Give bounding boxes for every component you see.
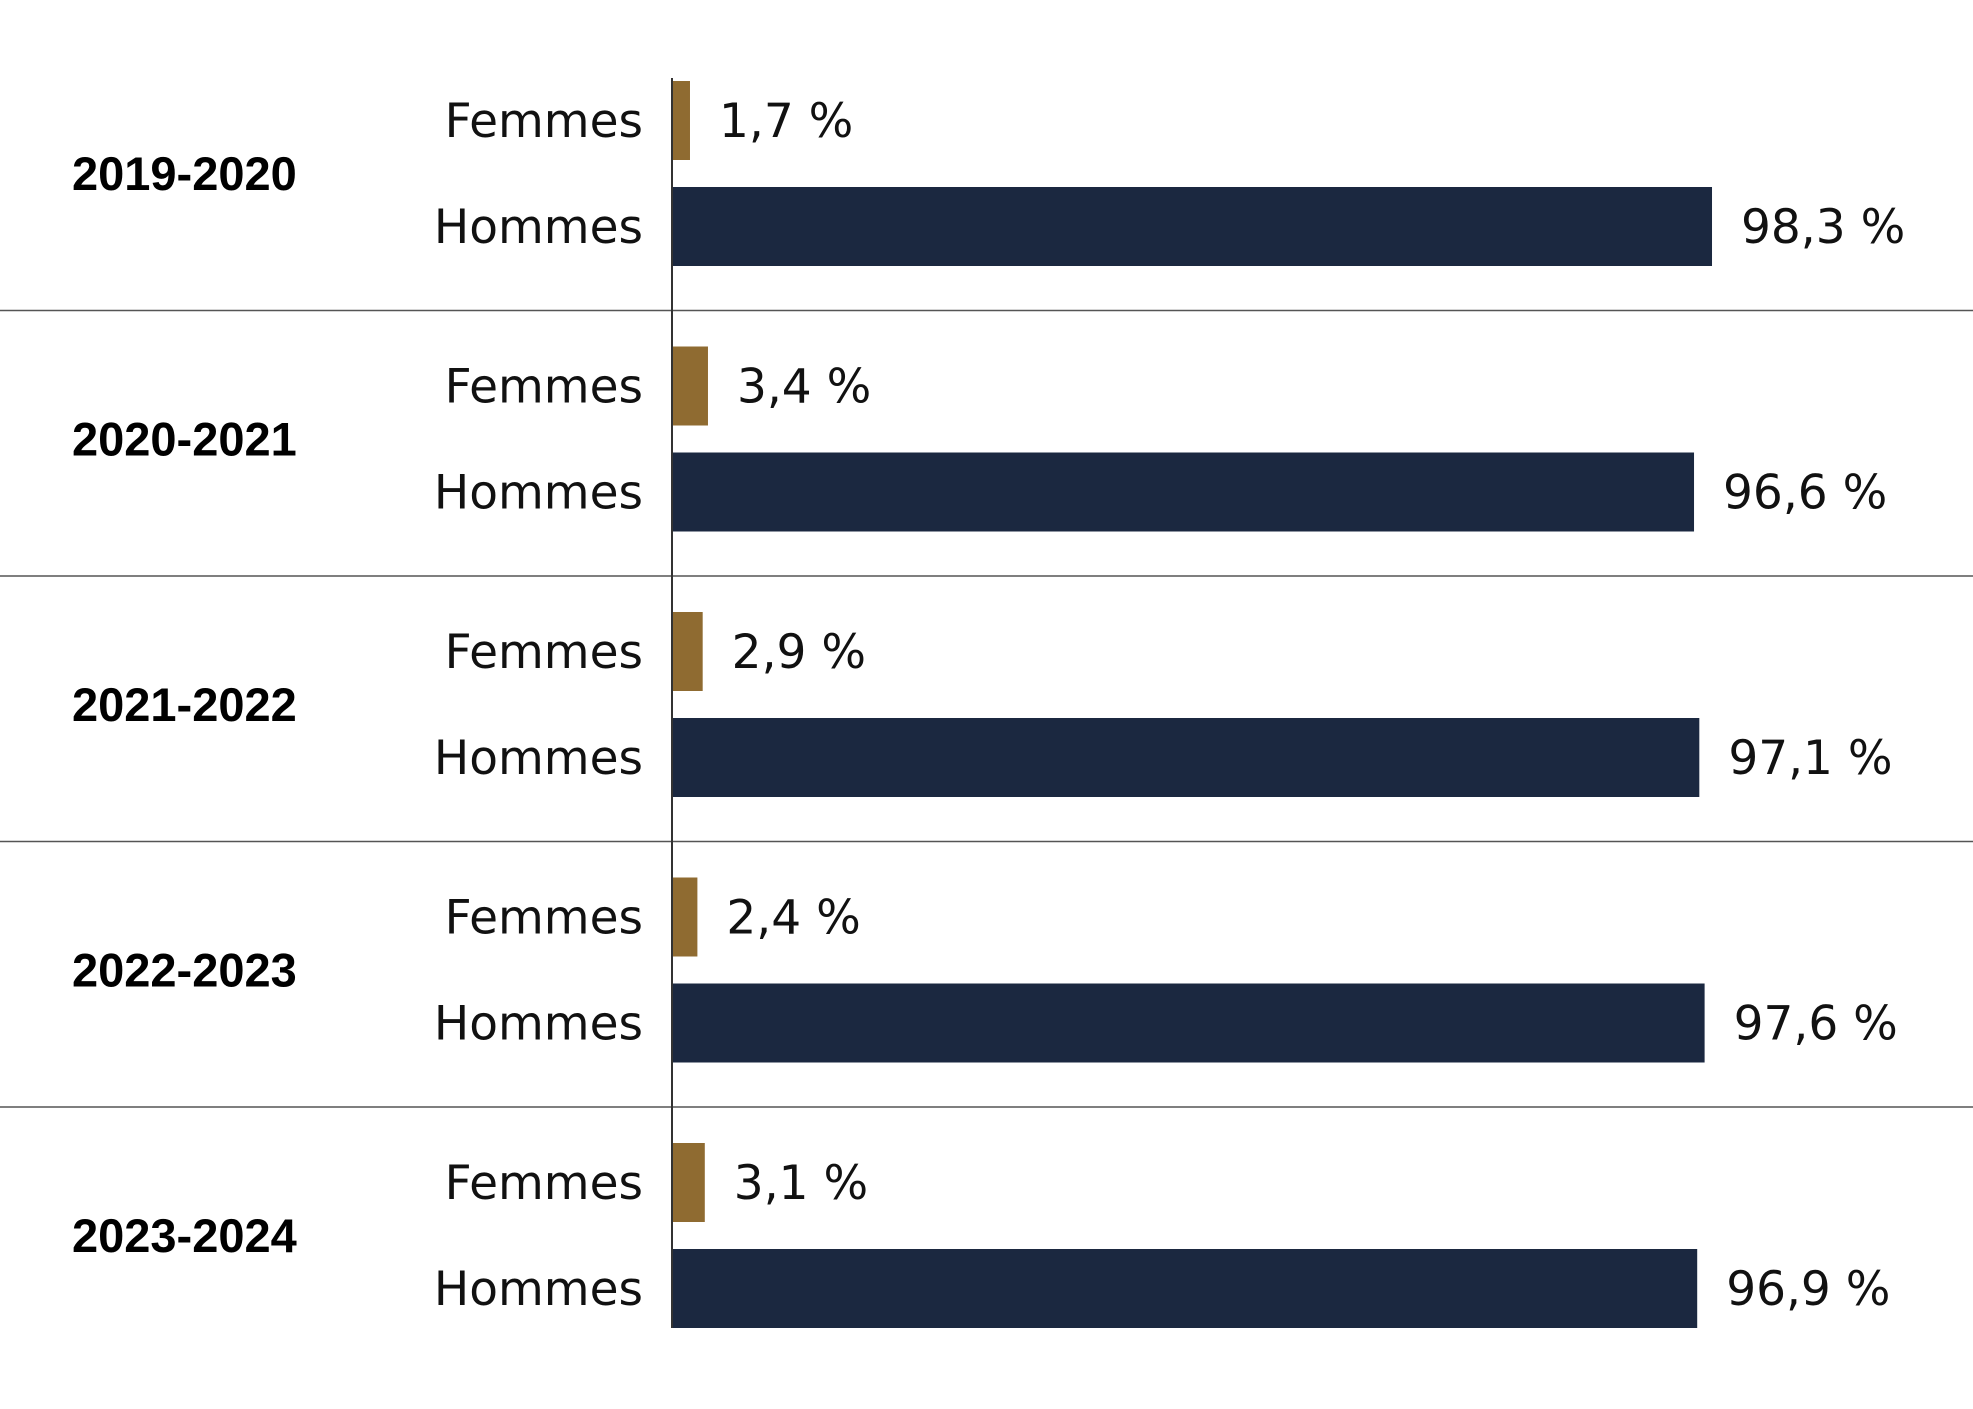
bar-hommes (672, 983, 1705, 1063)
bar-femmes (672, 1143, 705, 1222)
series-label: Femmes (445, 891, 643, 946)
data-label: 1,7 % (719, 94, 853, 149)
category-label: 2020-2021 (72, 413, 297, 466)
series-label: Hommes (434, 1262, 643, 1317)
bar-hommes (672, 1249, 1698, 1328)
series-label: Hommes (434, 466, 643, 521)
series-label: Femmes (445, 625, 643, 680)
series-label: Femmes (445, 360, 643, 415)
data-label: 97,1 % (1728, 731, 1892, 786)
bar-femmes (672, 81, 690, 160)
bar-femmes (672, 612, 703, 691)
data-label: 2,4 % (726, 891, 860, 946)
series-label: Femmes (445, 1156, 643, 1211)
data-label: 98,3 % (1741, 200, 1905, 255)
series-label: Hommes (434, 200, 643, 255)
category-label: 2022-2023 (72, 944, 297, 997)
data-label: 96,6 % (1723, 466, 1887, 521)
data-label: 3,4 % (737, 360, 871, 415)
category-label: 2021-2022 (72, 678, 297, 731)
data-label: 2,9 % (732, 625, 866, 680)
series-label: Femmes (445, 94, 643, 149)
bar-femmes (672, 877, 698, 957)
bar-hommes (672, 187, 1713, 266)
bar-hommes (672, 452, 1695, 532)
category-label: 2019-2020 (72, 147, 297, 200)
bar-femmes (672, 346, 708, 426)
series-label: Hommes (434, 997, 643, 1052)
data-label: 97,6 % (1734, 997, 1898, 1052)
series-label: Hommes (434, 731, 643, 786)
bar-hommes (672, 718, 1700, 797)
data-label: 3,1 % (734, 1156, 868, 1211)
category-label: 2023-2024 (72, 1209, 297, 1262)
data-label: 96,9 % (1726, 1262, 1890, 1317)
